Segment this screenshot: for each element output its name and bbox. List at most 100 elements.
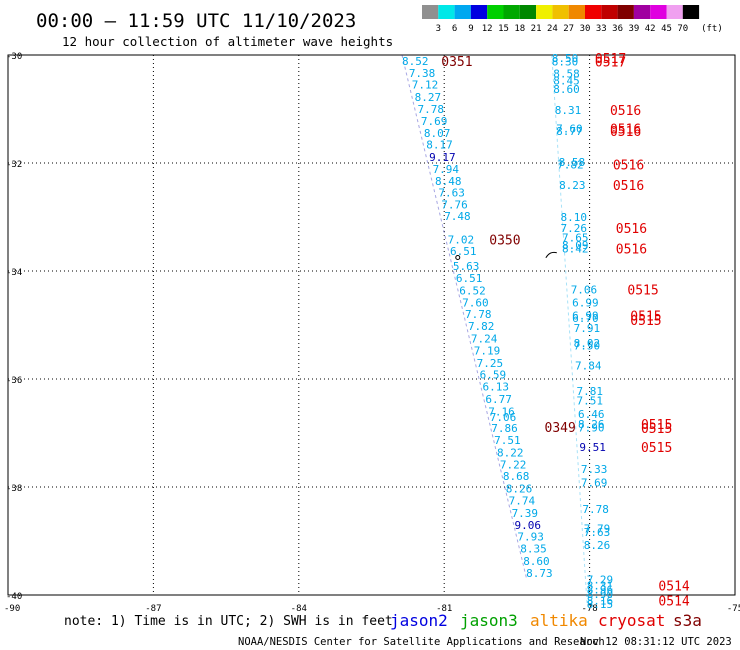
wave-height-label: 8.52 [402, 55, 429, 68]
chart-subtitle: 12 hour collection of altimeter wave hei… [62, 34, 393, 49]
time-label: 0516 [613, 159, 644, 174]
wave-height-label: 8.27 [415, 91, 442, 104]
legend-label: 21 [531, 24, 542, 34]
wave-height-label: 8.30 [552, 55, 579, 68]
time-label: 0515 [630, 314, 661, 329]
wave-height-label: 7.22 [500, 458, 526, 471]
lon-tick-label: -90 [4, 604, 20, 614]
legend-swatch [633, 5, 651, 19]
wave-height-label: 7.91 [574, 322, 601, 335]
wave-height-label: 7.06 [490, 411, 517, 424]
legend-swatch [666, 5, 683, 19]
wave-height-label: 8.17 [426, 139, 453, 152]
satellite-jason2: jason2 [390, 611, 448, 630]
time-label: 0349 [545, 421, 576, 436]
wave-height-label: 8.31 [555, 104, 582, 117]
legend-swatch [682, 5, 700, 19]
wave-height-label: 7.26 [561, 222, 588, 235]
wave-height-label: 7.50 [574, 340, 601, 353]
wave-height-label: 6.46 [578, 408, 605, 421]
track-marker [545, 251, 557, 259]
data-marks: 8.527.387.128.277.787.698.078.179.177.94… [402, 52, 690, 611]
wave-height-label: 8.45 [553, 74, 580, 87]
legend-label: 27 [563, 24, 574, 34]
wave-height-label: 7.60 [462, 296, 489, 309]
wave-height-label: 8.77 [556, 125, 583, 138]
wave-height-label: 7.24 [471, 333, 498, 346]
wave-height-label: 8.35 [520, 543, 547, 556]
satellite-cryosat: cryosat [598, 611, 665, 630]
wave-height-label: 8.07 [424, 127, 451, 140]
time-label: 0515 [641, 441, 672, 456]
plot-frame [7, 54, 736, 596]
tick-labels: -30 -32 -34 -36 -38 -40 -90 -87 -84 -81 -78 -75 [4, 52, 740, 614]
wave-height-label: 8.31 [587, 579, 614, 592]
time-label: 0515 [627, 283, 658, 298]
legend-swatch [519, 5, 537, 19]
wave-height-label: 7.51 [494, 434, 521, 447]
wave-height-label: 7.19 [474, 344, 501, 357]
wave-height-label: 6.99 [572, 309, 599, 322]
lat-tick-label: -36 [6, 376, 22, 386]
time-label: 0350 [489, 234, 520, 249]
wave-height-label: 8.58 [559, 156, 586, 169]
time-label: 0351 [441, 55, 472, 70]
wave-height-label: 8.15 [587, 598, 614, 611]
wave-height-label: 7.65 [562, 232, 589, 245]
lat-tick-label: -38 [6, 484, 22, 494]
legend-swatch [585, 5, 602, 19]
wave-height-label: 8.60 [553, 83, 580, 96]
legend-label: 33 [596, 24, 607, 34]
wave-height-label: 8.68 [503, 470, 530, 483]
legend-label: 3 [436, 24, 441, 34]
satellite-jason3: jason3 [460, 611, 518, 630]
legend-label: 6 [452, 24, 457, 34]
time-label: 0516 [610, 125, 641, 140]
wave-height-label: 7.82 [557, 159, 584, 172]
wave-height-label: 6.77 [485, 393, 512, 406]
wave-height-label: 7.25 [477, 357, 504, 370]
wave-height-label: 8.58 [553, 67, 580, 80]
wave-height-label: 6.51 [456, 272, 483, 285]
legend-unit: (ft) [701, 24, 723, 34]
wave-height-label: 7.48 [444, 210, 471, 223]
legend-swatch [601, 5, 618, 19]
chart-title: 00:00 — 11:59 UTC 11/10/2023 [36, 10, 356, 32]
wave-height-label: 8.10 [561, 211, 588, 224]
wave-height-label: 8.96 [587, 584, 614, 597]
wave-height-label: 8.90 [587, 588, 614, 601]
wave-height-label: 7.33 [581, 463, 608, 476]
track-marker [455, 255, 461, 260]
legend-label: 42 [645, 24, 656, 34]
grid [7, 54, 736, 596]
legend-swatch [503, 5, 520, 19]
color-legend: 3 6 9 12 15 18 21 24 27 30 33 36 39 42 45 70 (ft) [422, 5, 723, 34]
wave-height-label: 7.78 [582, 503, 609, 516]
wave-height-label: 6.13 [482, 381, 509, 394]
wave-height-label: 6.70 [572, 312, 599, 325]
legend-swatch [487, 5, 504, 19]
wave-height-label: 7.51 [577, 395, 604, 408]
ground-tracks [401, 54, 588, 606]
legend-swatch [454, 5, 471, 19]
legend-label: 70 [677, 24, 688, 34]
wave-height-label: 8.26 [506, 483, 533, 496]
legend-swatch [536, 5, 553, 19]
legend-label: 45 [661, 24, 672, 34]
legend-swatch [470, 5, 488, 19]
wave-height-label: 8.60 [523, 555, 550, 568]
time-label: 0516 [613, 179, 644, 194]
wave-height-label: 8.22 [497, 446, 524, 459]
wave-height-label: 7.90 [578, 422, 605, 435]
ground-track [551, 54, 588, 606]
legend-label: 9 [468, 24, 473, 34]
wave-height-label: 8.09 [562, 239, 589, 252]
time-label: 0516 [616, 222, 647, 237]
wave-height-label: 7.60 [556, 122, 583, 135]
legend-swatch [650, 5, 667, 19]
lon-tick-label: -87 [145, 604, 161, 614]
wave-height-label: 6.59 [480, 369, 507, 382]
wave-height-label: 6.51 [450, 245, 477, 258]
